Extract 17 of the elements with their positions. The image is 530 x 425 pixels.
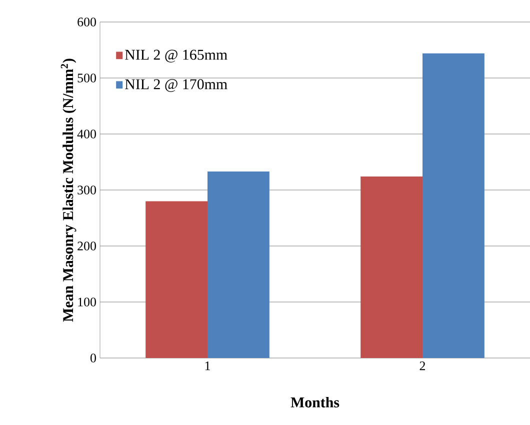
- x-axis-title: Months: [290, 396, 340, 408]
- y-tick-label: 0: [90, 354, 96, 362]
- y-tick-label: 600: [78, 18, 96, 26]
- bar: [208, 172, 270, 358]
- legend-label: NIL 2 @ 165mm: [125, 50, 228, 63]
- y-tick-label: 400: [77, 130, 96, 138]
- y-tick-label: 300: [78, 186, 96, 194]
- bar: [360, 176, 423, 358]
- bar: [422, 53, 484, 358]
- y-tick-label: 200: [78, 242, 96, 250]
- x-tick-label: 1: [205, 362, 210, 370]
- y-tick-label: 100: [78, 298, 96, 306]
- y-tick-label: 500: [78, 74, 96, 82]
- y-axis-title: Mean Masonry Elastic Modulus (N/mm$^{2}$): [60, 58, 76, 322]
- legend-label: NIL 2 @ 170mm: [125, 79, 228, 92]
- x-tick-label: 2: [420, 362, 426, 370]
- bar: [146, 201, 208, 358]
